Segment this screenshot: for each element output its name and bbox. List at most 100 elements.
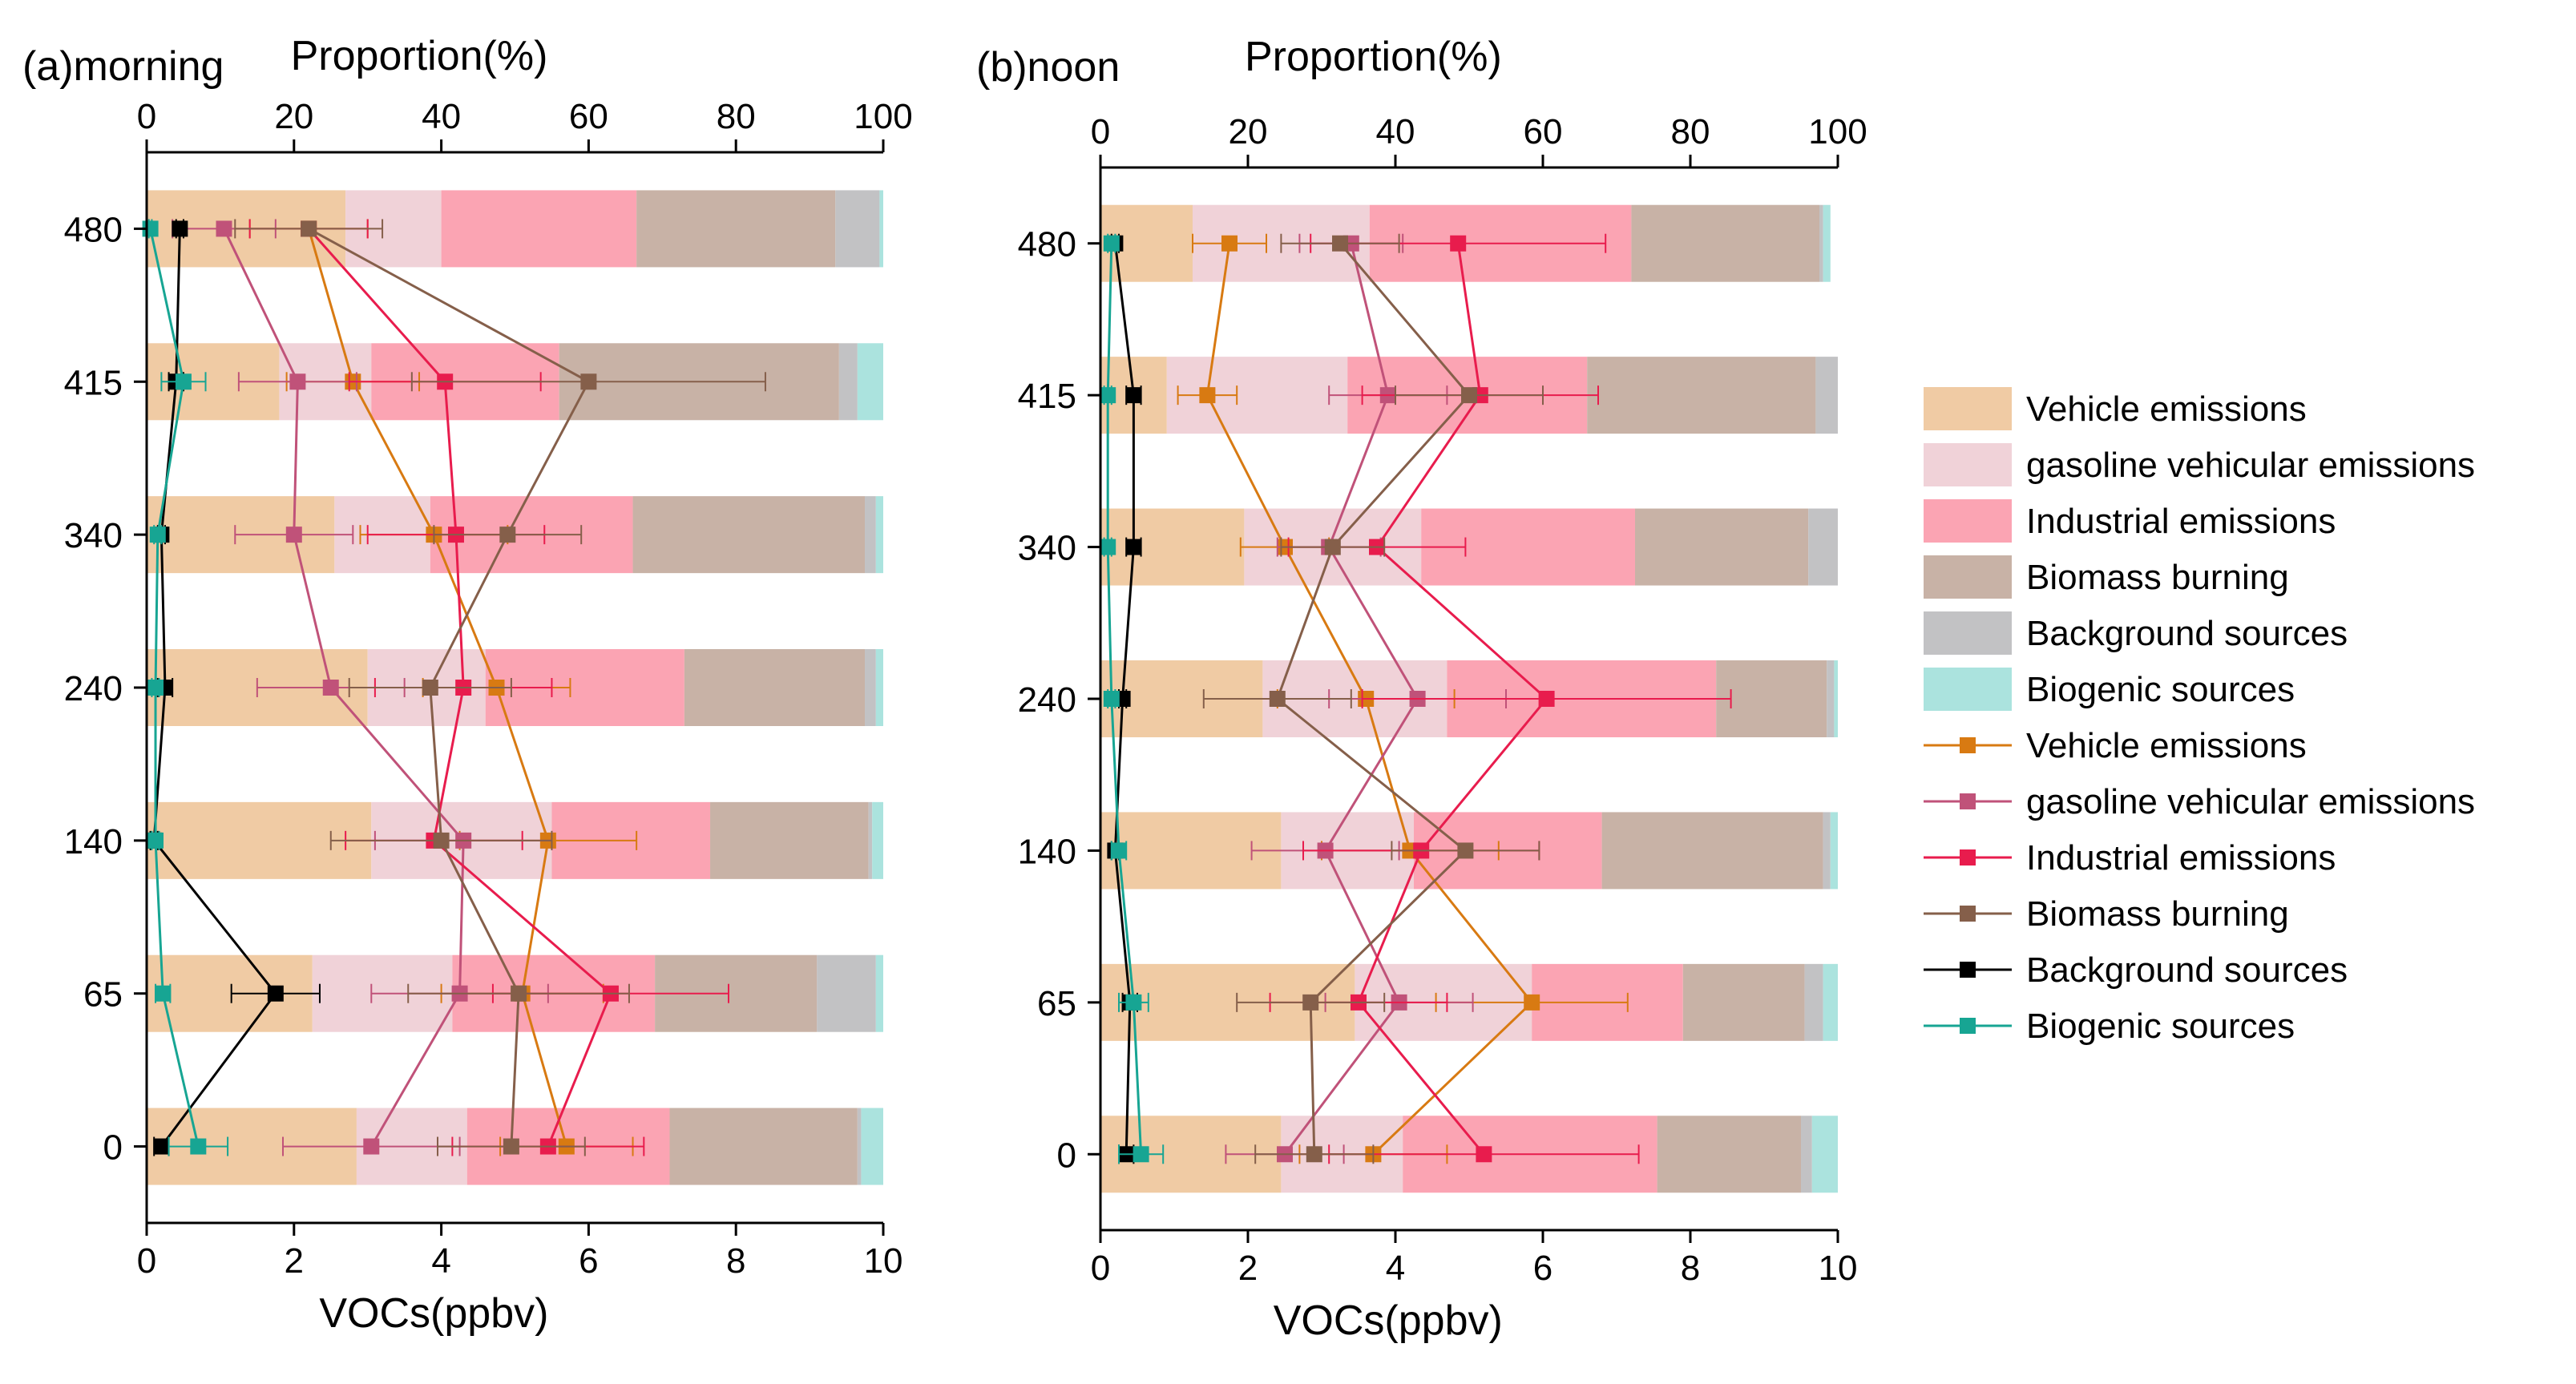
data-point <box>1100 387 1116 404</box>
bar-segment <box>1716 660 1827 737</box>
data-point <box>1524 994 1540 1011</box>
top-tick-label: 40 <box>422 97 461 136</box>
bar-segment <box>636 190 836 268</box>
bar-segment <box>1601 812 1823 890</box>
legend-label: Background sources <box>2026 950 2348 990</box>
legend: Vehicle emissions gasoline vehicular emis… <box>1924 387 2475 1046</box>
data-point <box>149 527 166 543</box>
legend-label: Vehicle emissions <box>2026 726 2307 765</box>
bar-segment <box>632 496 866 574</box>
legend-item: Biomass burning <box>1924 555 2289 599</box>
legend-item: Vehicle emissions <box>1924 726 2307 765</box>
data-point <box>1199 387 1216 404</box>
data-point <box>422 680 438 696</box>
bar-segment <box>865 496 876 574</box>
top-tick-label: 0 <box>137 97 156 136</box>
bar-segment <box>817 954 876 1032</box>
legend-swatch <box>1924 611 2012 655</box>
legend-item: Biogenic sources <box>1924 1007 2295 1046</box>
top-tick-label: 100 <box>1808 112 1867 151</box>
data-point <box>285 527 302 543</box>
bar-segment <box>441 190 637 268</box>
legend-swatch <box>1924 555 2012 599</box>
bar-segment <box>1823 963 1838 1041</box>
top-tick-label: 80 <box>717 97 756 136</box>
category-label: 140 <box>64 822 123 861</box>
legend-marker <box>1960 849 1976 866</box>
legend-item: Background sources <box>1924 950 2348 990</box>
data-point <box>1125 387 1142 404</box>
bottom-tick-label: 8 <box>1681 1249 1700 1288</box>
data-point <box>301 220 317 237</box>
legend-label: Biomass burning <box>2026 894 2289 934</box>
data-point <box>1324 539 1341 555</box>
data-point <box>1100 539 1116 555</box>
top-tick-label: 60 <box>569 97 608 136</box>
top-tick-label: 80 <box>1671 112 1710 151</box>
legend-swatch <box>1924 387 2012 430</box>
legend-marker <box>1960 793 1976 809</box>
bar-segment <box>875 496 883 574</box>
legend-item: gasoline vehicular emissions <box>1924 443 2475 486</box>
x-axis-title: VOCs(ppbv) <box>1274 1297 1503 1344</box>
data-point <box>190 1138 207 1155</box>
bar-segment <box>684 649 866 726</box>
top-axis-title: Proportion(%) <box>1245 34 1502 80</box>
data-point <box>1221 235 1238 252</box>
legend-marker <box>1960 906 1976 922</box>
data-point <box>363 1138 380 1155</box>
bottom-tick-label: 6 <box>579 1241 598 1281</box>
data-point <box>172 220 188 237</box>
legend-marker <box>1960 737 1976 753</box>
bar-segment <box>875 954 883 1032</box>
category-label: 240 <box>1018 680 1076 720</box>
data-point <box>175 373 192 390</box>
data-point <box>1461 387 1477 404</box>
bar-segment <box>1823 204 1831 282</box>
line-series <box>1100 233 1732 1164</box>
data-point <box>1450 235 1467 252</box>
panel-title: (a)morning <box>22 43 224 90</box>
bar-segment <box>875 649 883 726</box>
data-point <box>1476 1146 1492 1163</box>
bar-segment <box>1587 357 1816 434</box>
data-point <box>322 680 339 696</box>
data-point <box>267 985 284 1002</box>
bar-segment <box>838 343 858 421</box>
bottom-tick-label: 8 <box>726 1241 745 1281</box>
bottom-tick-label: 4 <box>431 1241 450 1281</box>
legend-label: Biogenic sources <box>2026 670 2295 709</box>
data-point <box>499 527 516 543</box>
category-label: 340 <box>1018 529 1076 568</box>
top-tick-label: 40 <box>1376 112 1415 151</box>
bar-segment <box>1100 508 1245 586</box>
bar-segment <box>857 1108 862 1185</box>
category-label: 65 <box>83 975 123 1015</box>
data-point <box>289 373 306 390</box>
bar-segment <box>872 801 883 879</box>
bar-segment <box>861 1108 883 1185</box>
bar-segment <box>1804 963 1823 1041</box>
data-point <box>433 832 450 849</box>
bar-segment <box>857 343 883 421</box>
bar-segment <box>1811 1116 1838 1193</box>
bar-segment <box>1801 1116 1812 1193</box>
data-point <box>1302 994 1319 1011</box>
panel-title: (b)noon <box>976 44 1120 91</box>
bar-segment <box>1657 1116 1801 1193</box>
category-label: 65 <box>1037 984 1076 1023</box>
bottom-tick-label: 4 <box>1386 1249 1405 1288</box>
line-series <box>142 219 766 1156</box>
bar-segment <box>879 190 883 268</box>
top-tick-label: 100 <box>854 97 912 136</box>
category-label: 0 <box>103 1128 123 1168</box>
bar-segment <box>1815 357 1838 434</box>
bar-segment <box>1819 204 1823 282</box>
legend-swatch <box>1924 668 2012 711</box>
bar-segment <box>868 801 873 879</box>
legend-marker <box>1960 1018 1976 1034</box>
